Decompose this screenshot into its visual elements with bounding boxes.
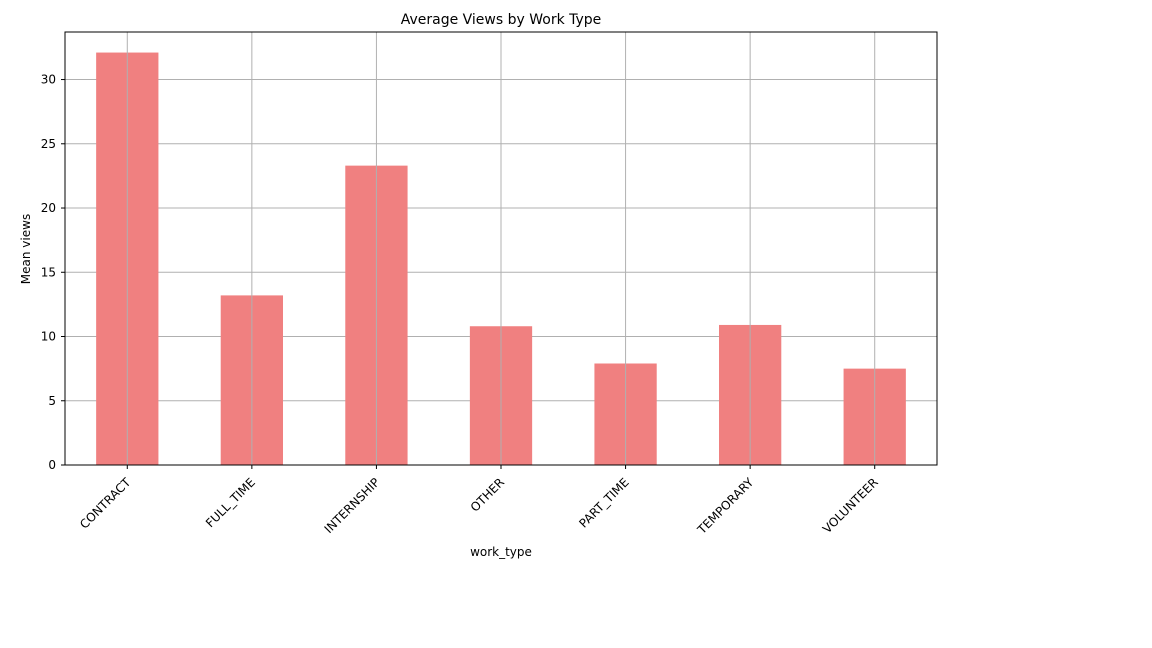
x-axis-label: work_type (470, 545, 532, 559)
y-tick-label: 20 (41, 201, 56, 215)
x-tick-label: FULL_TIME (203, 475, 258, 530)
x-tick-label: CONTRACT (77, 475, 134, 532)
y-tick-label: 5 (48, 394, 56, 408)
x-gridlines (126, 32, 876, 465)
x-axis: CONTRACT FULL_TIME INTERNSHIP OTHER PART_TIM… (77, 465, 881, 537)
y-tick-label: 30 (41, 73, 56, 87)
y-tick-label: 15 (41, 265, 56, 279)
x-tick-label: OTHER (468, 475, 507, 514)
y-axis: 0 5 10 15 20 25 30 (41, 73, 65, 472)
x-tick-label: VOLUNTEER (820, 475, 881, 536)
chart-title: Average Views by Work Type (401, 12, 602, 28)
x-tick-label: PART_TIME (576, 475, 631, 530)
y-tick-label: 10 (41, 330, 56, 344)
x-tick-label: TEMPORARY (694, 475, 757, 538)
y-tick-label: 0 (48, 458, 56, 472)
x-tick-label: INTERNSHIP (322, 475, 383, 536)
y-axis-label: Mean views (19, 214, 33, 284)
y-tick-label: 25 (41, 137, 56, 151)
